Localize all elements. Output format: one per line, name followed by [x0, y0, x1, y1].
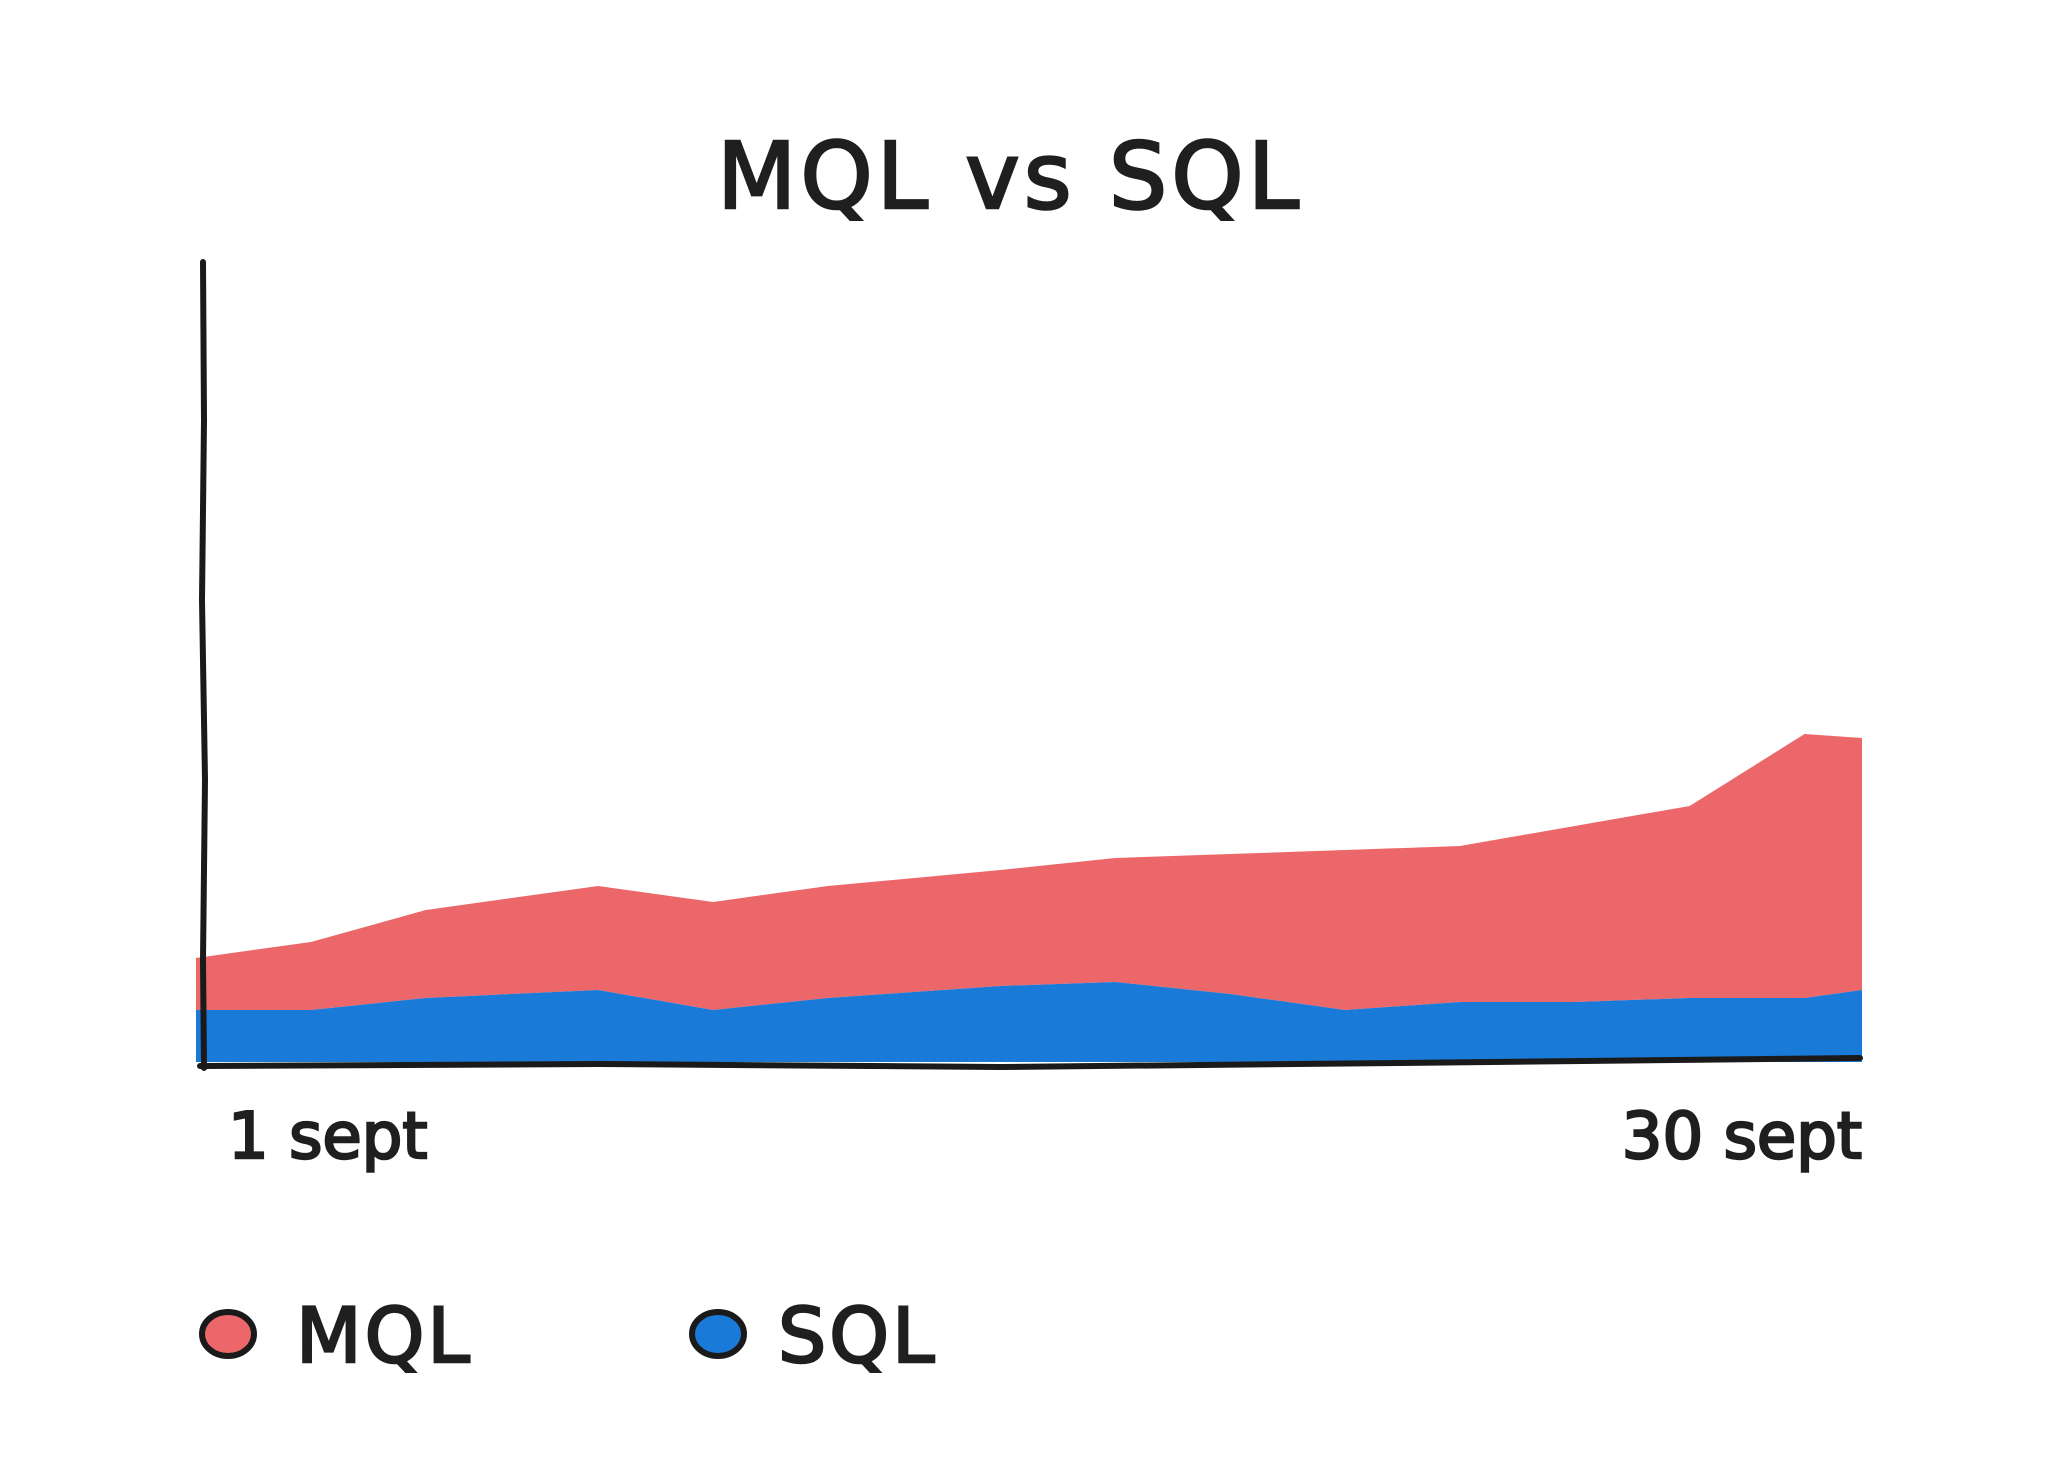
chart-areas	[196, 734, 1862, 1062]
x-tick-label: 1 sept	[228, 1100, 428, 1174]
legend-swatch-sql	[689, 1309, 747, 1359]
area-sql	[196, 982, 1862, 1062]
x-axis	[197, 1055, 1863, 1070]
legend-label-mql: MQL	[296, 1291, 473, 1380]
y-axis	[199, 259, 208, 1071]
x-tick-label: 30 sept	[1622, 1100, 1862, 1174]
x-tick-labels: 1 sept 30 sept	[227, 1099, 1864, 1176]
chart-title: MQL vs SQL	[717, 123, 1303, 230]
legend: MQL SQL	[199, 1290, 937, 1381]
legend-swatch-mql	[199, 1309, 257, 1359]
area-mql	[196, 734, 1862, 1010]
legend-label-sql: SQL	[778, 1291, 937, 1380]
